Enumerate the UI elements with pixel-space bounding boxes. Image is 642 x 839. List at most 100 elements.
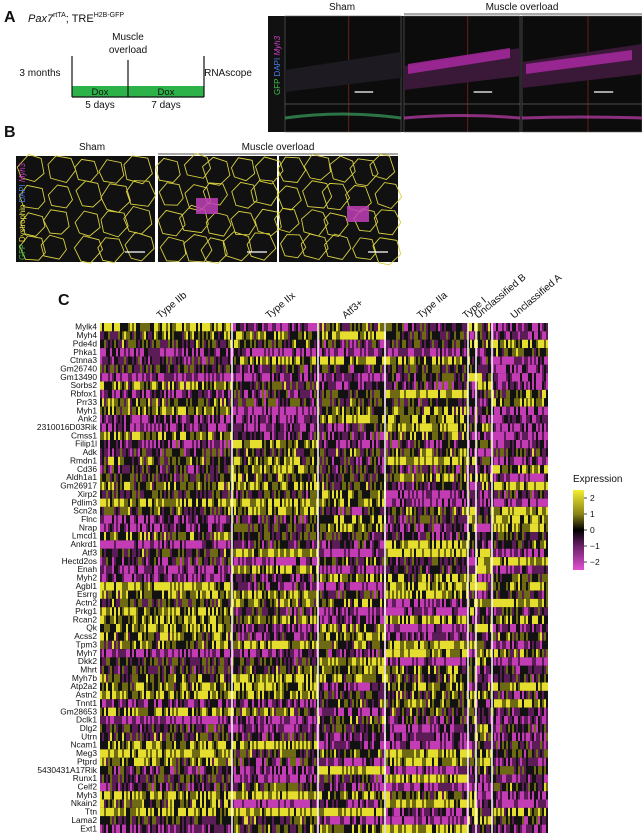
gene-label: Atf3 — [82, 547, 97, 557]
heatmap-row — [112, 816, 546, 825]
heatmap-row — [322, 414, 464, 424]
gene-label: Astn2 — [76, 690, 98, 700]
heatmap-row — [116, 623, 492, 633]
heatmap-row — [128, 323, 482, 332]
heatmap-row — [100, 707, 510, 716]
heatmap-row — [232, 440, 318, 449]
heatmap-row — [102, 607, 474, 616]
heatmap-row — [102, 774, 458, 783]
heatmap-row — [320, 615, 474, 624]
heatmap-row — [100, 557, 476, 566]
heatmap-row — [100, 741, 526, 750]
gene-label: Gm28653 — [60, 706, 97, 716]
heatmap-row — [116, 632, 544, 641]
heatmap-row — [126, 807, 548, 817]
heatmap-row — [100, 816, 548, 825]
heatmap-row — [114, 540, 530, 549]
duration: 7 days — [151, 100, 180, 111]
heatmap-row — [100, 615, 544, 624]
ortho-view — [521, 115, 642, 120]
probe-signal — [526, 50, 632, 74]
heatmap-row — [128, 381, 546, 390]
gene-label: Filip1l — [75, 439, 97, 449]
heatmap-row — [136, 540, 548, 549]
gene-label: Esrrg — [77, 589, 97, 599]
heatmap-row — [100, 757, 490, 767]
heatmap-row — [234, 389, 540, 399]
cluster-label: Atf3+ — [340, 298, 365, 322]
heatmap-row — [320, 690, 544, 700]
heatmap-row — [392, 373, 492, 382]
heatmap-row — [136, 774, 548, 783]
heatmap-row — [100, 565, 548, 574]
heatmap-row — [100, 414, 536, 424]
gene-label: Mylk4 — [75, 322, 97, 332]
heatmap-row — [100, 774, 542, 783]
gene-label: Myh1 — [77, 405, 98, 415]
gene-label: Lama2 — [71, 815, 97, 825]
gene-label: Dlg2 — [80, 723, 98, 733]
heatmap-row — [234, 824, 484, 833]
gene-label: Acss2 — [74, 631, 97, 641]
heatmap-row — [468, 373, 482, 382]
heatmap-row — [100, 456, 546, 466]
heatmap-row — [100, 364, 472, 374]
fiber-outlines — [16, 153, 157, 264]
heatmap-row — [100, 548, 492, 558]
heatmap-row — [234, 607, 548, 616]
heatmap-row — [128, 506, 548, 516]
gene-label: Ttn — [85, 807, 97, 817]
heatmap-row — [100, 665, 546, 675]
heatmap-row — [100, 657, 492, 666]
micrograph — [279, 156, 398, 262]
gene-label: Nkain2 — [71, 798, 97, 808]
heatmap-row — [108, 766, 546, 775]
heatmap-row — [108, 356, 544, 365]
colorbar-tick-label: 0 — [590, 525, 595, 535]
heatmap-row — [114, 565, 546, 574]
heatmap-row — [100, 381, 492, 390]
probe-signal — [408, 48, 510, 74]
cluster-label: Type IIa — [415, 290, 450, 322]
gene-label: Ncam1 — [70, 740, 97, 750]
heatmap-row — [106, 615, 548, 624]
colorbar-tick-label: 2 — [590, 493, 595, 503]
heatmap-row — [102, 414, 542, 424]
gene-label: Prr33 — [77, 397, 98, 407]
fiber — [285, 52, 401, 92]
heatmap-row — [104, 414, 548, 424]
heatmap-row — [264, 431, 548, 441]
duration: 5 days — [85, 100, 114, 111]
heatmap-row — [112, 381, 484, 390]
heatmap-row — [104, 649, 542, 658]
gene-label: Xirp2 — [77, 489, 97, 499]
gene-label: Phka1 — [73, 347, 97, 357]
heatmap-row — [102, 448, 548, 457]
legend-title: Expression — [573, 474, 622, 485]
gene-label: Runx1 — [73, 773, 98, 783]
heatmap-row — [232, 473, 492, 482]
group-label: Muscle overload — [486, 2, 559, 13]
heatmap-row — [232, 406, 548, 415]
heatmap-row — [100, 724, 546, 733]
heatmap-row — [102, 465, 490, 474]
gene-label: Qk — [86, 623, 98, 633]
heatmap-row — [110, 498, 530, 507]
heatmap-row — [100, 506, 538, 516]
heatmap-row — [236, 749, 544, 758]
heatmap-row — [140, 724, 538, 733]
timeline-label: Muscle — [112, 32, 144, 43]
heatmap-row — [104, 707, 438, 716]
heatmap-row — [104, 807, 542, 817]
heatmap-row — [386, 498, 548, 507]
heatmap-row — [124, 348, 536, 357]
heatmap-row — [106, 423, 544, 432]
gene-label: Tnnt1 — [76, 698, 98, 708]
heatmap-row — [318, 715, 476, 725]
gene-label: 5430431A17Rik — [37, 765, 97, 775]
heatmap-row — [102, 557, 468, 566]
heatmap-row — [100, 791, 476, 800]
heatmap-row — [100, 749, 492, 758]
gene-label: Agbl1 — [76, 581, 98, 591]
